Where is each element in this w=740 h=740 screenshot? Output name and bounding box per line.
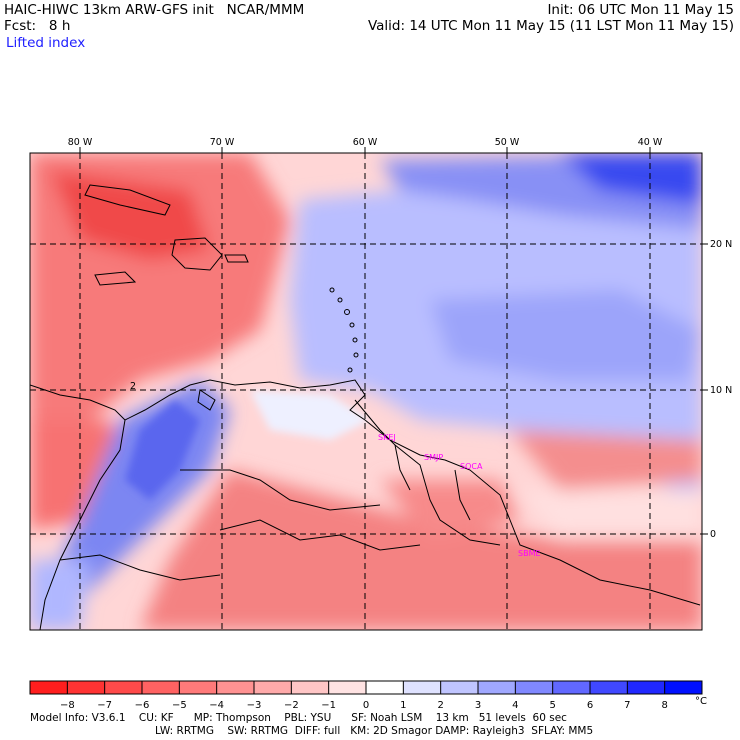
lat-label-10n: 10 N	[710, 385, 732, 396]
colorbar-tick-label: 2	[437, 700, 443, 711]
colorbar-tick-label: −2	[284, 700, 299, 711]
map-frame	[29, 152, 703, 631]
colorbar-swatch	[30, 681, 68, 694]
colorbar-tick-label: 5	[549, 700, 555, 711]
colorbar-swatch	[328, 681, 367, 694]
colorbar-tick-label: 6	[587, 700, 593, 711]
colorbar-swatch	[478, 681, 516, 694]
model-info-line1: Model Info: V3.6.1 CU: KF MP: Thompson P…	[30, 712, 567, 724]
colorbar-tick-label: 3	[475, 700, 481, 711]
coastlines	[30, 184, 701, 630]
colorbar-swatch	[104, 681, 143, 694]
colorbar-tick-label: −3	[247, 700, 262, 711]
lat-label-eq: 0	[710, 529, 716, 540]
map-field	[30, 153, 702, 630]
colorbar-tick-label: −5	[172, 700, 187, 711]
colorbar-tick-label: −7	[97, 700, 112, 711]
colorbar-swatch	[179, 681, 218, 694]
colorbar-swatch	[515, 681, 554, 694]
init-time: Init: 06 UTC Mon 11 May 15	[547, 2, 734, 18]
colorbar-tick-label: −1	[321, 700, 336, 711]
field-name: Lifted index	[6, 35, 86, 51]
colorbar-swatch	[627, 681, 666, 694]
colorbar-swatch	[366, 681, 404, 694]
lon-label-80w: 80 W	[68, 137, 93, 148]
lon-label-50w: 50 W	[495, 137, 520, 148]
lesser-antilles	[329, 287, 359, 373]
station-skej: SKEJ	[378, 433, 396, 442]
colorbar-tick-label: −4	[209, 700, 224, 711]
colorbar-tick-label: 4	[512, 700, 518, 711]
station-sbme: SBME	[518, 549, 541, 558]
colorbar-swatch	[254, 681, 292, 694]
colorbar-swatch	[142, 681, 180, 694]
colorbar-tick-label: 7	[624, 700, 630, 711]
colorbar-swatch	[291, 681, 330, 694]
colorbar-swatch	[403, 681, 442, 694]
forecast-hour: Fcst: 8 h	[4, 18, 71, 34]
colorbar-swatch	[440, 681, 479, 694]
model-info-line2: LW: RRTMG SW: RRTMG DIFF: full KM: 2D Sm…	[155, 725, 594, 737]
colorbar-tick-label: −8	[60, 700, 75, 711]
lon-label-60w: 60 W	[353, 137, 378, 148]
lon-label-70w: 70 W	[210, 137, 235, 148]
lat-label-20n: 20 N	[710, 239, 732, 250]
colorbar-labels: −8 −7 −6 −5 −4 −3 −2 −1 0 1 2 3 4 5 6 7 8	[60, 700, 668, 711]
contour-label: 2	[130, 381, 136, 392]
model-title: HAIC-HIWC 13km ARW-GFS init NCAR/MMM	[4, 2, 305, 18]
colorbar-swatch	[590, 681, 628, 694]
colorbar-unit: °C	[695, 696, 707, 707]
colorbar-tick-label: 8	[661, 700, 667, 711]
valid-time: Valid: 14 UTC Mon 11 May 15 (11 LST Mon …	[367, 18, 734, 34]
colorbar-tick-label: 1	[400, 700, 406, 711]
colorbar-swatch	[216, 681, 255, 694]
colorbar-swatch	[664, 681, 703, 694]
colorbar	[29, 680, 703, 695]
lon-label-40w: 40 W	[638, 137, 663, 148]
station-smjp: SMJP	[424, 453, 443, 462]
graticule	[30, 153, 702, 630]
station-soca: SOCA	[460, 462, 483, 471]
colorbar-swatch	[552, 681, 591, 694]
colorbar-tick-label: −6	[135, 700, 150, 711]
colorbar-swatch	[67, 681, 106, 694]
colorbar-tick-label: 0	[363, 700, 369, 711]
